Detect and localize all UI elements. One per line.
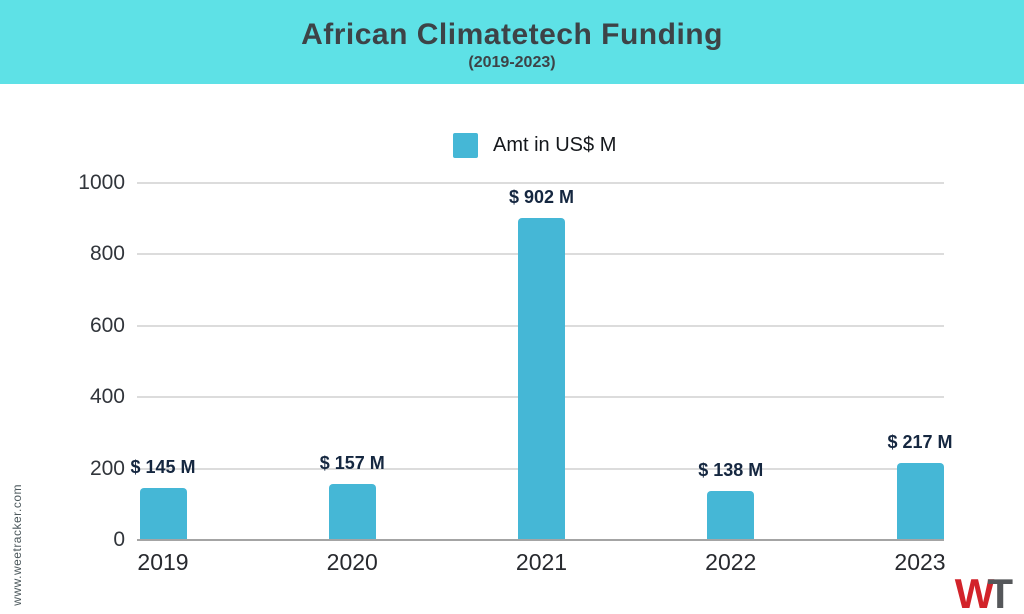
weetracker-logo: WT (955, 573, 1013, 614)
data-label-2023: $ 217 M (887, 431, 953, 452)
website-watermark: www.weetracker.com (10, 484, 24, 606)
x-tick-2020: 2020 (326, 549, 378, 575)
x-tick-2022: 2022 (705, 549, 757, 575)
legend-swatch (453, 133, 478, 158)
data-label-2019: $ 145 M (130, 457, 196, 478)
data-label-2021: $ 902 M (508, 186, 575, 207)
gridline-1000 (137, 182, 944, 184)
x-tick-2023: 2023 (894, 549, 946, 575)
legend-label: Amt in US$ M (493, 134, 617, 156)
y-tick-200: 200 (89, 456, 125, 480)
logo-letter-t: T (987, 570, 1013, 614)
data-label-2020: $ 157 M (319, 452, 385, 473)
data-label-2022: $ 138 M (698, 459, 764, 480)
chart-title: African Climatetech Funding (301, 18, 723, 51)
y-tick-0: 0 (113, 528, 125, 551)
bar-2021 (518, 217, 565, 540)
y-tick-800: 800 (89, 242, 125, 266)
bar-2022 (707, 490, 755, 540)
y-tick-400: 400 (89, 385, 125, 409)
logo-letter-w: W (954, 570, 995, 614)
bar-2023 (896, 462, 944, 540)
x-axis-line (137, 539, 944, 541)
chart-subtitle: (2019-2023) (468, 54, 556, 71)
y-tick-1000: 1000 (78, 171, 125, 194)
bar-2020 (328, 483, 376, 540)
x-tick-2021: 2021 (515, 549, 568, 575)
bar-2019 (139, 488, 187, 540)
y-tick-600: 600 (89, 313, 125, 337)
chart-header: African Climatetech Funding (2019-2023) (0, 0, 1024, 84)
legend: Amt in US$ M (453, 133, 616, 158)
x-tick-2019: 2019 (137, 549, 189, 575)
